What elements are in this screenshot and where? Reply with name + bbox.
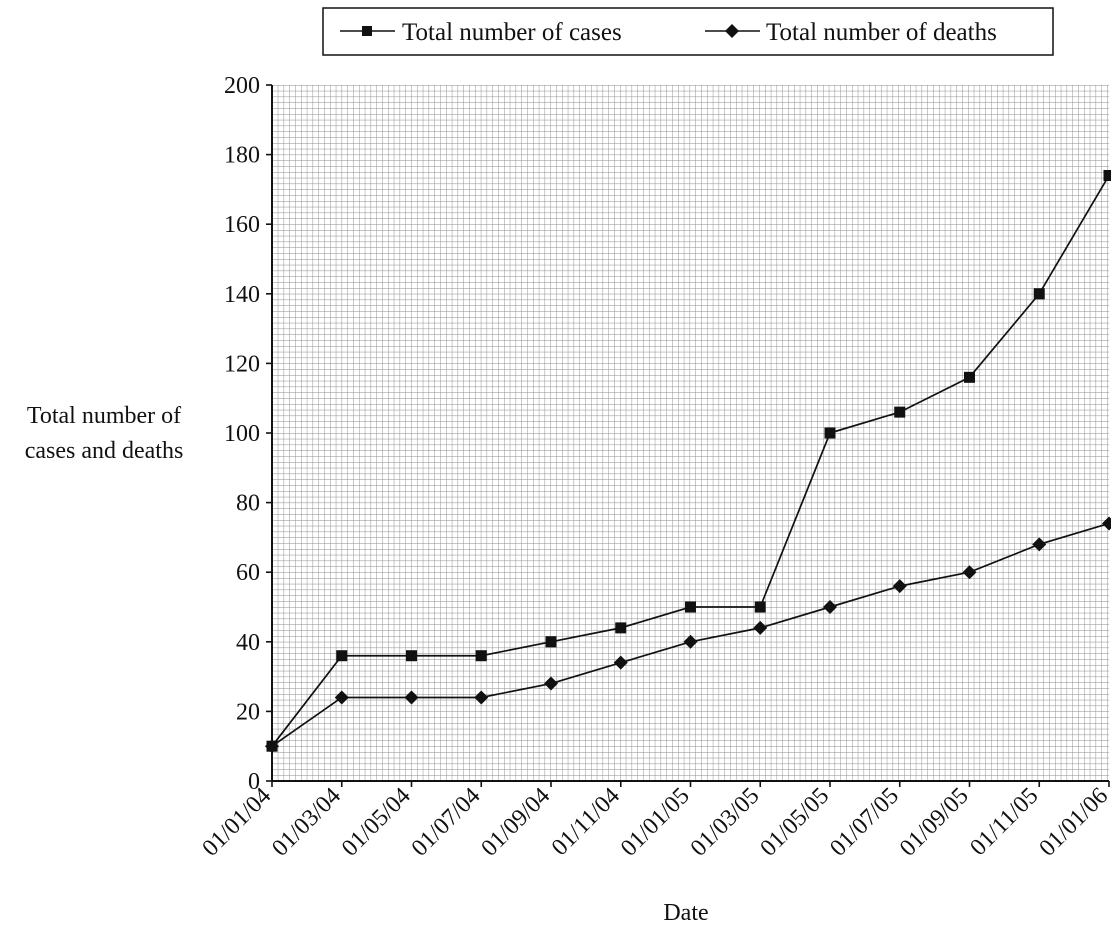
- x-axis-title: Date: [663, 900, 708, 926]
- y-tick-label: 60: [236, 560, 260, 586]
- data-point-diamond: [962, 565, 977, 580]
- data-point-diamond: [404, 690, 419, 705]
- x-tick-label: 01/07/05: [825, 783, 904, 862]
- x-tick-label: 01/07/04: [407, 783, 486, 862]
- y-tick-label: 200: [224, 73, 260, 99]
- data-point-diamond: [1102, 516, 1111, 531]
- legend-marker-diamond: [725, 24, 739, 38]
- y-tick-label: 80: [236, 491, 260, 517]
- data-point-square: [475, 650, 487, 662]
- data-point-diamond: [265, 739, 279, 754]
- data-point-diamond: [613, 655, 628, 670]
- x-tick-label: 01/11/04: [547, 783, 625, 861]
- series-deaths: [265, 516, 1111, 754]
- y-axis-title-line-1: Total number of: [27, 403, 181, 429]
- series-layer: [265, 169, 1111, 754]
- legend-marker-square: [362, 26, 372, 36]
- data-point-square: [406, 650, 417, 662]
- data-point-square: [1033, 288, 1045, 300]
- data-point-diamond: [683, 634, 698, 649]
- y-tick-label: 20: [236, 699, 260, 725]
- y-tick-label: 160: [224, 212, 260, 238]
- x-tick-label: 01/05/04: [337, 783, 416, 862]
- data-point-square: [615, 622, 627, 634]
- x-tick-label: 01/05/05: [756, 783, 835, 862]
- y-tick-label: 120: [224, 351, 260, 377]
- data-point-diamond: [544, 676, 558, 691]
- x-tick-label: 01/09/05: [895, 783, 974, 862]
- legend-box: [322, 7, 1054, 56]
- y-tick-label: 0: [248, 769, 260, 795]
- y-tick-label: 180: [224, 143, 260, 169]
- x-tick-label: 01/03/05: [686, 783, 765, 862]
- data-point-square: [685, 601, 696, 613]
- legend-item-cases: Total number of cases: [340, 19, 622, 46]
- data-point-diamond: [474, 690, 489, 705]
- series-cases: [266, 169, 1111, 752]
- data-point-diamond: [334, 690, 349, 705]
- data-point-square: [1103, 169, 1111, 181]
- data-point-diamond: [753, 620, 768, 635]
- y-tick-labels: 0 20 40 60 80 100 120 140 160 180 200: [224, 73, 260, 795]
- x-tick-label: 01/01/04: [198, 783, 277, 862]
- x-tick-label: 01/09/04: [477, 783, 556, 862]
- x-tick-label: 01/11/05: [965, 783, 1043, 861]
- data-point-square: [894, 406, 906, 418]
- y-tick-label: 100: [224, 421, 260, 447]
- legend-label-cases: Total number of cases: [402, 19, 622, 46]
- data-point-square: [964, 371, 975, 383]
- legend: Total number of cases Total number of de…: [322, 7, 1054, 56]
- x-tick-label: 01/01/05: [616, 783, 695, 862]
- data-point-square: [824, 427, 836, 439]
- data-point-square: [754, 601, 766, 613]
- x-tick-label: 01/01/06: [1035, 783, 1111, 862]
- data-point-square: [336, 650, 348, 662]
- y-axis-title-line-2: cases and deaths: [25, 438, 184, 464]
- data-point-diamond: [1032, 537, 1047, 552]
- data-point-diamond: [892, 579, 907, 594]
- data-point-diamond: [823, 600, 837, 614]
- axes: [266, 84, 1110, 787]
- plot-grid: [272, 85, 1109, 781]
- x-tick-labels: 01/01/0401/03/0401/05/0401/07/0401/09/04…: [198, 783, 1111, 862]
- y-tick-label: 140: [224, 282, 260, 308]
- data-point-square: [545, 636, 557, 648]
- y-tick-label: 40: [236, 630, 260, 656]
- legend-label-deaths: Total number of deaths: [766, 19, 997, 46]
- legend-item-deaths: Total number of deaths: [705, 19, 997, 46]
- x-tick-label: 01/03/04: [267, 783, 346, 862]
